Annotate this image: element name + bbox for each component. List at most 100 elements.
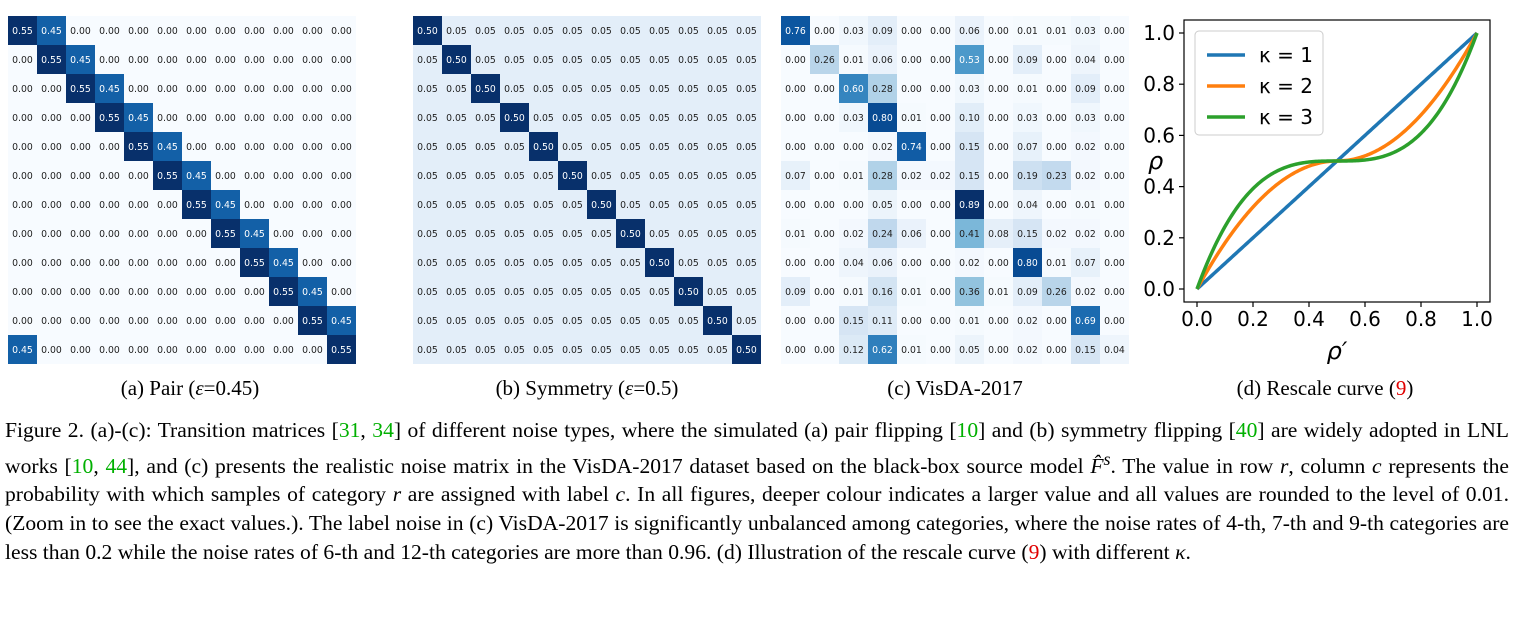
citation-link[interactable]: 44 [105,453,128,478]
heatmap-cell-value: 0.55 [244,258,265,269]
heatmap-cell-value: 0.05 [678,200,699,211]
heatmap-cell [327,132,356,162]
heatmap-cell [1042,248,1072,278]
heatmap-cell-value: 0.00 [273,229,294,240]
heatmap-cell-value: 0.05 [707,142,728,153]
heatmap-cell [926,74,956,104]
heatmap-cell [124,132,154,162]
citation-link[interactable]: 40 [1235,418,1258,442]
heatmap-cell-value: 0.00 [70,287,91,298]
heatmap-cell [471,306,501,336]
heatmap-cell [471,190,501,220]
heatmap-cell-value: 0.05 [591,113,612,124]
heatmap-cell-value: 0.00 [70,229,91,240]
heatmap-cell-value: 0.01 [843,287,864,298]
heatmap-cell-value: 0.00 [930,345,951,356]
heatmap-cell-value: 0.00 [785,55,806,66]
heatmap-cell [413,16,443,46]
heatmap-cell [153,74,183,104]
heatmap-cell [839,45,869,75]
heatmap-cell [1013,277,1043,307]
heatmap-cell-value: 0.00 [41,316,62,327]
heatmap-cell-value: 0.15 [959,142,980,153]
heatmap-cell-value: 0.05 [959,345,980,356]
heatmap-cell [1013,161,1043,191]
heatmap-cell-value: 0.00 [244,287,265,298]
heatmap-cell-value: 0.00 [186,345,207,356]
heatmap-cell-value: 0.50 [446,55,467,66]
heatmap-cell-value: 0.55 [41,55,62,66]
heatmap-cell [124,74,154,104]
heatmap-cell [587,248,617,278]
heatmap-cell-value: 0.00 [901,200,922,211]
heatmap-cell [839,277,869,307]
heatmap-cell [442,335,472,364]
heatmap-cell [37,335,67,364]
heatmap-cell-value: 0.00 [70,113,91,124]
heatmap-cell [442,45,472,75]
heatmap-cell [616,190,646,220]
equation-link[interactable]: 9 [1028,539,1040,564]
heatmap-cell-value: 0.05 [678,258,699,269]
heatmap-cell-value: 0.00 [930,26,951,37]
heatmap-cell [182,277,212,307]
heatmap-cell-value: 0.06 [901,229,922,240]
heatmap-cell-value: 0.05 [533,229,554,240]
citation-link[interactable]: 10 [71,453,94,478]
heatmap-cell [587,103,617,133]
heatmap-cell-value: 0.05 [533,26,554,37]
heatmap-cell-value: 0.05 [533,55,554,66]
heatmap-cell [66,45,96,75]
heatmap-cell-value: 0.00 [988,113,1009,124]
heatmap-cell [897,335,927,364]
heatmap-cell-value: 0.09 [1017,287,1038,298]
heatmap-cell-value: 0.05 [475,55,496,66]
heatmap-cell [703,219,733,249]
heatmap-cell-value: 0.55 [273,287,294,298]
heatmap-cell-value: 0.05 [417,345,438,356]
heatmap-cell [298,16,328,46]
heatmap-cell [1071,248,1101,278]
heatmap-cell [587,335,617,364]
heatmap-cell [587,74,617,104]
heatmap-cell [298,103,328,133]
citation-link[interactable]: 34 [372,418,394,442]
heatmap-cell [703,74,733,104]
heatmap-cell-value: 0.05 [707,229,728,240]
heatmap-cell-value: 0.55 [186,200,207,211]
heatmap-cell [1013,335,1043,364]
heatmap-cell [1100,306,1129,336]
heatmap-cell-value: 0.05 [417,229,438,240]
heatmap-cell-value: 0.05 [736,55,757,66]
heatmap-cell [124,16,154,46]
heatmap-cell-value: 0.02 [1075,287,1096,298]
heatmap-cell [182,219,212,249]
heatmap-cell-value: 0.00 [128,345,149,356]
heatmap-cell-value: 0.05 [620,84,641,95]
heatmap-cell [182,190,212,220]
heatmap-cell-value: 0.45 [41,26,62,37]
heatmap-cell-value: 0.05 [707,200,728,211]
heatmap-cell [471,248,501,278]
heatmap-cell-value: 0.05 [707,171,728,182]
heatmap-cell [616,16,646,46]
heatmap-cell [124,306,154,336]
heatmap-cell [587,45,617,75]
heatmap-cell-value: 0.50 [649,258,670,269]
heatmap-cell-value: 0.05 [504,316,525,327]
heatmap-cell [269,248,299,278]
heatmap-cell [529,306,559,336]
heatmap-cell-value: 0.00 [331,200,352,211]
heatmap-cell [471,45,501,75]
heatmap-cell [732,306,761,336]
citation-link[interactable]: 31 [338,418,361,442]
citation-link[interactable]: 10 [956,418,979,442]
heatmap-cell-value: 0.89 [959,200,980,211]
heatmap-cell [298,132,328,162]
heatmap-cell [500,306,530,336]
heatmap-cell [413,74,443,104]
heatmap-cell [558,219,588,249]
heatmap-cell-value: 0.00 [988,26,1009,37]
heatmap-cell-value: 0.00 [215,287,236,298]
heatmap-cell-value: 0.45 [273,258,294,269]
